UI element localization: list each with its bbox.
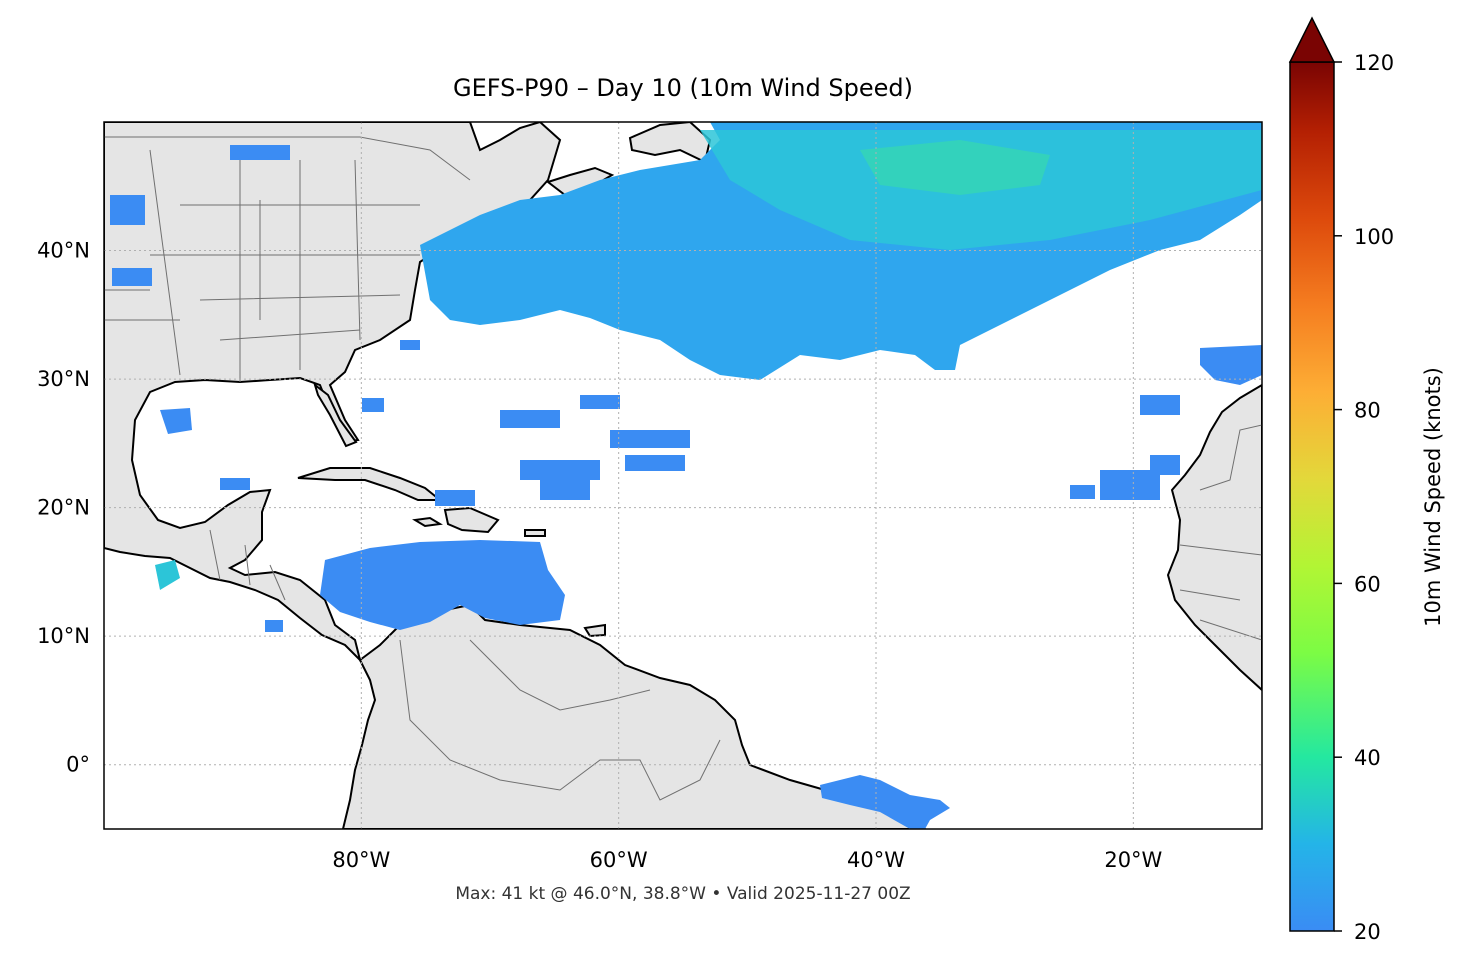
map-frame — [103, 121, 1263, 830]
africa-landmass — [1166, 383, 1262, 692]
latitude-tick-labels: 40°N 30°N 20°N 10°N 0° — [37, 239, 90, 777]
pacific-patch — [155, 560, 180, 590]
lat-tick-label: 0° — [66, 753, 90, 777]
longitude-tick-labels: 80°W 60°W 40°W 20°W — [332, 848, 1162, 872]
azores-wind-area — [1200, 345, 1262, 385]
lon-tick-label: 80°W — [332, 848, 390, 872]
map-plot-area — [104, 122, 1262, 829]
north-atlantic-peak — [860, 140, 1050, 195]
lon-tick-label: 40°W — [847, 848, 905, 872]
jamaica-island — [412, 516, 443, 528]
lon-tick-label: 60°W — [590, 848, 648, 872]
lat-tick-label: 20°N — [37, 496, 90, 520]
gulf-patch — [160, 408, 192, 434]
lon-tick-label: 20°W — [1104, 848, 1162, 872]
puerto-rico-island — [524, 529, 546, 537]
map-gridlines — [104, 122, 1262, 829]
brazil-coast-wind-area — [820, 775, 950, 829]
florida-peninsula — [313, 382, 358, 448]
colorbar-tick-label: 80 — [1354, 399, 1381, 423]
colorbar-gradient — [1289, 61, 1335, 932]
scattered-wind-patches — [110, 145, 1180, 632]
lat-tick-label: 40°N — [37, 239, 90, 263]
lat-tick-label: 30°N — [37, 367, 90, 391]
country-state-borders — [104, 136, 1262, 801]
map-footer-info: Max: 41 kt @ 46.0°N, 38.8°W • Valid 2025… — [455, 884, 911, 904]
colorbar-tick-label: 100 — [1354, 225, 1394, 249]
colorbar-label: 10m Wind Speed (knots) — [1421, 367, 1445, 627]
lat-tick-label: 10°N — [37, 624, 90, 648]
trinidad-island — [583, 623, 606, 638]
colorbar-tick-label: 40 — [1354, 746, 1381, 770]
colorbar-ticks: 20 40 60 80 100 120 — [1334, 51, 1394, 944]
colorbar-tick-label: 20 — [1354, 920, 1381, 944]
colorbar-extend-arrow — [1288, 16, 1336, 63]
map-title: GEFS-P90 – Day 10 (10m Wind Speed) — [453, 74, 913, 102]
colorbar: 20 40 60 80 100 120 — [1288, 16, 1394, 944]
colorbar-tick-label: 120 — [1354, 51, 1394, 75]
colorbar-tick-label: 60 — [1354, 572, 1381, 596]
caribbean-wind-area — [320, 540, 565, 630]
